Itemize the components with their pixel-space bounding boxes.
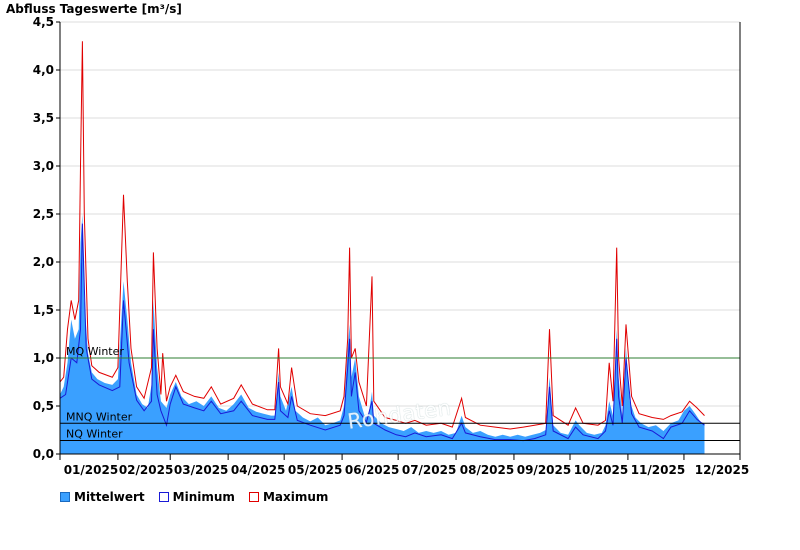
y-tick-label: 1,0	[33, 351, 54, 365]
reference-line-label: MNQ Winter	[66, 410, 133, 423]
reference-line-label: MQ Winter	[66, 345, 124, 358]
legend-label-minimum: Minimum	[172, 490, 235, 504]
legend-swatch-mittelwert	[60, 492, 70, 502]
series-area-mittelwert	[60, 214, 705, 454]
chart-title: Abfluss Tageswerte [m³/s]	[6, 2, 182, 16]
y-tick-label: 2,5	[33, 207, 54, 221]
legend-item-maximum: Maximum	[248, 490, 329, 504]
legend-swatch-maximum	[248, 492, 259, 502]
y-tick-label: 0,0	[33, 447, 54, 461]
x-tick-label: 10/2025	[574, 463, 628, 477]
x-tick-label: 04/2025	[231, 463, 285, 477]
legend-label-mittelwert: Mittelwert	[74, 490, 145, 504]
y-tick-label: 0,5	[33, 399, 54, 413]
x-tick-label: 12/2025	[695, 463, 749, 477]
y-tick-label: 1,5	[33, 303, 54, 317]
y-tick-label: 4,0	[33, 63, 54, 77]
y-tick-label: 2,0	[33, 255, 54, 269]
x-tick-label: 02/2025	[119, 463, 173, 477]
y-tick-label: 3,0	[33, 159, 54, 173]
series-line-maximum	[59, 41, 705, 430]
reference-lines-layer: MQ Winter MNQ Winter NQ Winter	[60, 345, 740, 442]
reference-line-label: NQ Winter	[66, 428, 123, 441]
series-line-minimum	[59, 223, 705, 442]
x-tick-label: 08/2025	[460, 463, 514, 477]
x-tick-label: 09/2025	[517, 463, 571, 477]
data-layer	[59, 41, 705, 454]
legend-item-mittelwert: Mittelwert	[60, 490, 145, 504]
y-tick-label: 3,5	[33, 111, 54, 125]
x-tick-label: 03/2025	[174, 463, 228, 477]
x-tick-label: 05/2025	[288, 463, 342, 477]
legend-label-maximum: Maximum	[262, 490, 329, 504]
x-tick-label: 11/2025	[631, 463, 685, 477]
x-tick-label: 07/2025	[402, 463, 456, 477]
legend-item-minimum: Minimum	[158, 490, 235, 504]
x-tick-label: 06/2025	[345, 463, 399, 477]
legend-swatch-minimum	[158, 492, 169, 502]
x-tick-label: 01/2025	[64, 463, 118, 477]
legend: Mittelwert Minimum Maximum	[60, 490, 328, 504]
grid-layer	[60, 21, 740, 407]
y-tick-label: 4,5	[33, 15, 54, 29]
axis-layer: 0,0 0,5 1,0 1,5 2,0 2,5 3,0 3,5 4,0 4,5 01/2025 02/…	[33, 15, 749, 477]
